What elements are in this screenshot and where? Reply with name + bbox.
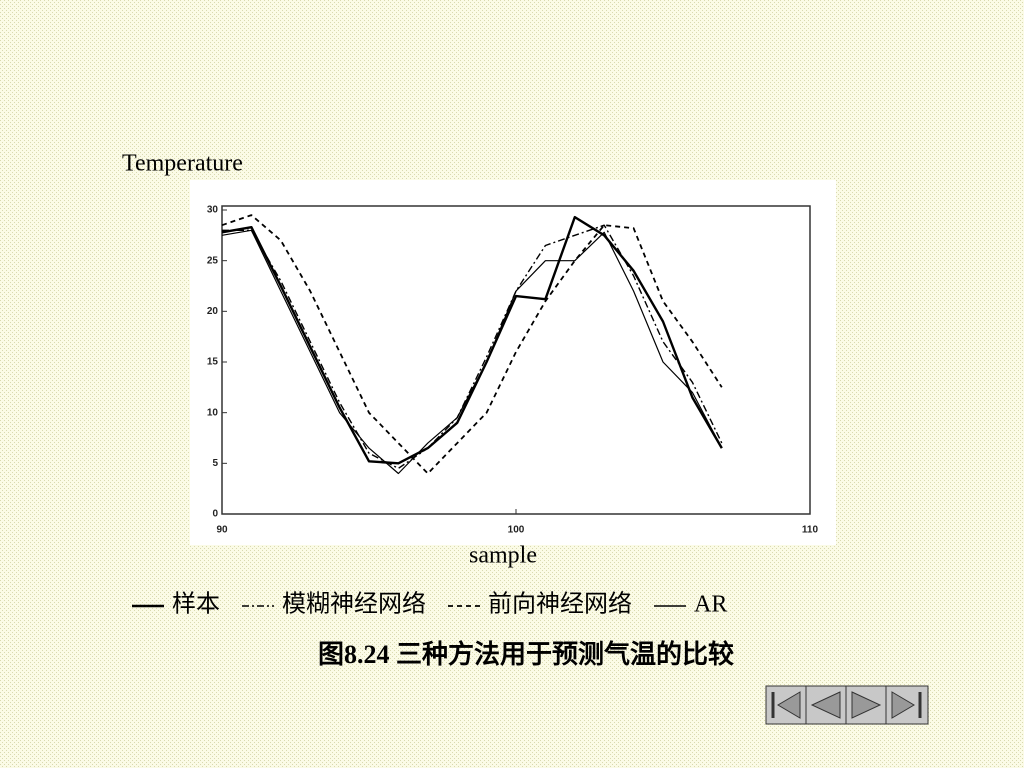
series-line (221, 214, 723, 475)
last-button[interactable] (885, 685, 929, 725)
series-line (222, 224, 723, 470)
legend-label: 模糊神经网络 (282, 591, 426, 618)
y-tick-label: 30 (207, 205, 219, 216)
plot-frame (221, 205, 811, 515)
legend-label: AR (694, 592, 727, 618)
y-axis-title: Temperature (122, 151, 243, 177)
x-tick-label: 100 (508, 525, 525, 536)
legend-label: 样本 (172, 591, 220, 618)
y-tick-label: 5 (212, 458, 218, 469)
y-tick-label: 25 (207, 255, 219, 266)
caption: 图8.24 三种方法用于预测气温的比较 (318, 639, 734, 669)
previous-button[interactable] (805, 685, 847, 725)
y-tick-label: 15 (207, 357, 219, 368)
series-line (221, 215, 723, 465)
legend: 样本 模糊神经网络 前向神经网络 AR (132, 591, 727, 618)
series-line (221, 229, 723, 475)
next-button[interactable] (845, 685, 887, 725)
x-tick-label: 90 (216, 525, 228, 536)
x-axis-title: sample (469, 543, 537, 569)
x-tick-label: 110 (802, 525, 819, 536)
y-tick-label: 0 (212, 509, 218, 520)
first-button[interactable] (765, 685, 807, 725)
navigation (765, 685, 929, 725)
y-tick-label: 20 (207, 306, 219, 317)
legend-label: 前向神经网络 (488, 591, 632, 618)
y-tick-label: 10 (207, 407, 219, 418)
